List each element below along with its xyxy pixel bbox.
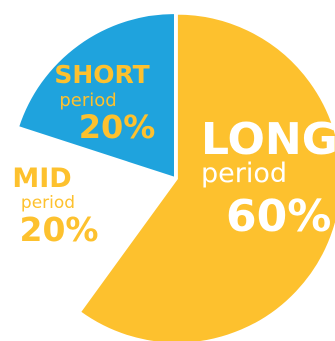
pie-slice-short xyxy=(16,11,176,180)
mid-slice-period-label: period xyxy=(21,193,75,213)
mid-slice-value-label: 20% xyxy=(20,210,99,249)
short-slice-period-label: period xyxy=(59,90,116,111)
pie-slice-long xyxy=(78,12,335,341)
mid-slice-name-label: MID xyxy=(12,163,71,194)
long-slice-value-label: 60% xyxy=(226,191,331,242)
long-slice-name-label: LONG xyxy=(201,114,335,165)
pie-slice-mid xyxy=(9,125,177,313)
short-slice-name-label: SHORT xyxy=(54,60,149,89)
short-slice-value-label: 20% xyxy=(79,108,156,146)
long-slice-period-label: period xyxy=(201,158,287,189)
pie-labels: SHORT period 20% MID period 20% LONG per… xyxy=(12,60,335,249)
pie-slices xyxy=(9,11,335,341)
